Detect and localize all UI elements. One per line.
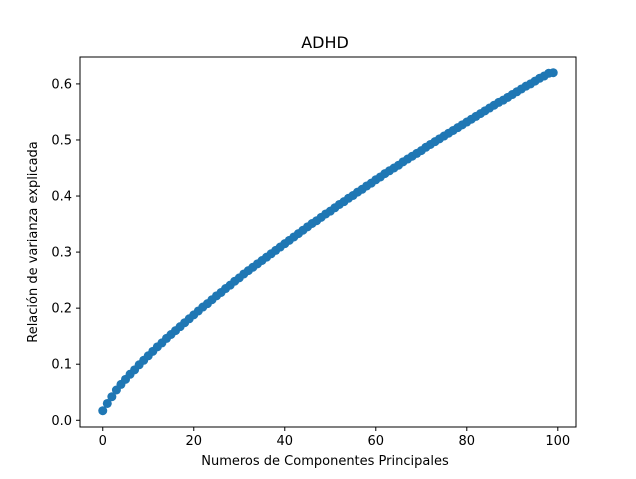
chart-title: ADHD xyxy=(301,33,349,52)
data-point xyxy=(102,398,112,408)
y-tick-label: 0.2 xyxy=(51,302,72,317)
x-axis-ticks: 0 20 40 60 80 100 xyxy=(99,427,570,449)
plot-frame xyxy=(79,56,577,428)
x-tick-label: 20 xyxy=(185,434,202,449)
x-axis-label: Numeros de Componentes Principales xyxy=(201,454,449,469)
y-tick-label: 0.5 xyxy=(51,133,72,148)
y-tick-label: 0.1 xyxy=(51,358,72,373)
x-tick-label: 60 xyxy=(368,434,385,449)
data-point xyxy=(98,406,108,416)
y-tick-label: 0.6 xyxy=(51,77,72,92)
data-point xyxy=(107,392,117,402)
y-axis-label: Relación de varianza explicada xyxy=(26,141,41,343)
x-tick-label: 40 xyxy=(276,434,293,449)
x-tick-label: 100 xyxy=(545,434,570,449)
data-points xyxy=(98,68,558,416)
y-tick-label: 0.0 xyxy=(51,414,72,429)
x-tick-label: 0 xyxy=(99,434,107,449)
y-tick-label: 0.4 xyxy=(51,190,72,205)
data-point xyxy=(548,68,558,78)
y-tick-label: 0.3 xyxy=(51,246,72,261)
y-axis-ticks: 0.0 0.1 0.2 0.3 0.4 0.5 0.6 xyxy=(51,77,80,429)
x-tick-label: 80 xyxy=(459,434,476,449)
